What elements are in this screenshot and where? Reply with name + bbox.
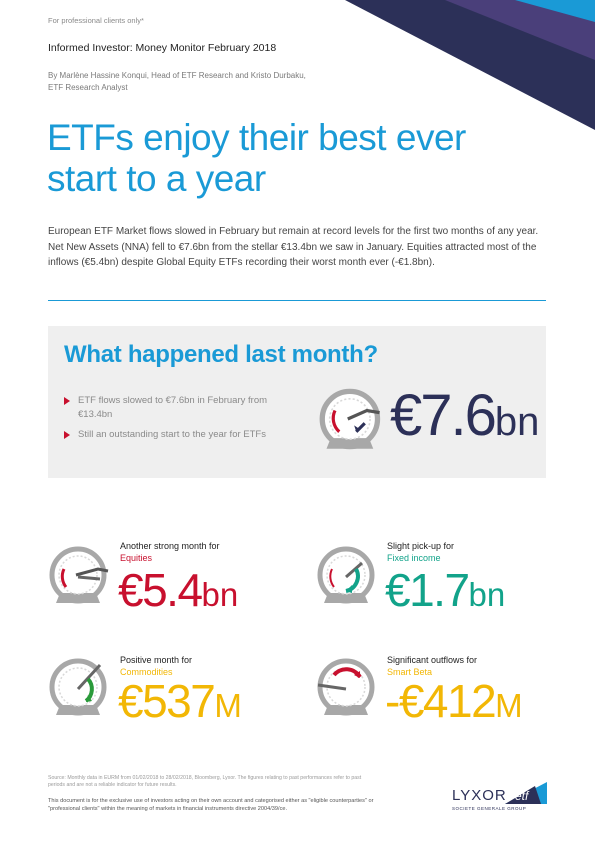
card-asset-name: Smart Beta xyxy=(387,667,433,677)
authors: By Marlène Hassine Konqui, Head of ETF R… xyxy=(48,70,368,93)
source-footnote: Source: Monthly data in EURM from 01/02/… xyxy=(48,775,362,788)
etf-logo-badge xyxy=(505,782,547,804)
fixed-income-label: Slight pick-up for Fixed income xyxy=(387,540,557,564)
card-value-number: €537 xyxy=(118,675,216,727)
card-value-unit: bn xyxy=(468,576,506,613)
smart-beta-label: Significant outflows for Smart Beta xyxy=(387,654,557,678)
card-asset-name: Fixed income xyxy=(387,553,441,563)
card-label-text: Another strong month for xyxy=(120,541,220,551)
bullet-text: ETF flows slowed to €7.6bn in February f… xyxy=(78,395,268,420)
bullet-arrow-icon xyxy=(64,397,70,405)
summary-panel xyxy=(48,326,546,478)
commodities-label: Positive month for Commodities xyxy=(120,654,290,678)
equities-label: Another strong month for Equities xyxy=(120,540,290,564)
commodities-gauge-icon xyxy=(49,658,107,716)
intro-paragraph: European ETF Market flows slowed in Febr… xyxy=(48,226,539,268)
fixed-income-value: €1.7bn xyxy=(385,565,505,620)
smart-beta-value: -€412M xyxy=(385,676,523,731)
equities-gauge-icon xyxy=(49,546,109,604)
total-value: €7.6 xyxy=(390,383,497,448)
card-asset-name: Equities xyxy=(120,553,153,563)
lyxor-logo-subtitle: SOCIETE GENERALE GROUP xyxy=(452,806,527,811)
authors-line-2: ETF Research Analyst xyxy=(48,82,128,92)
corner-decoration xyxy=(345,0,595,130)
summary-bullet: ETF flows slowed to €7.6bn in February f… xyxy=(64,394,294,422)
card-value-number: -€412 xyxy=(385,675,497,727)
card-value-number: €5.4 xyxy=(118,564,203,616)
legal-disclaimer: This document is for the exclusive use o… xyxy=(48,798,374,812)
card-value-unit: M xyxy=(495,687,523,724)
summary-title: What happened last month? xyxy=(64,341,378,368)
smart-beta-gauge-icon xyxy=(317,658,375,716)
total-unit: bn xyxy=(494,400,540,444)
card-value-unit: bn xyxy=(201,576,239,613)
authors-line-1: By Marlène Hassine Konqui, Head of ETF R… xyxy=(48,71,306,80)
card-label-text: Significant outflows for xyxy=(387,655,478,665)
commodities-value: €537M xyxy=(118,676,242,731)
bullet-arrow-icon xyxy=(64,431,70,439)
fixed-income-gauge-icon xyxy=(317,546,375,604)
card-value-number: €1.7 xyxy=(385,564,470,616)
bullet-text: Still an outstanding start to the year f… xyxy=(78,429,266,440)
equities-value: €5.4bn xyxy=(118,565,238,620)
etf-logo-text: etf xyxy=(515,789,529,803)
report-title: Informed Investor: Money Monitor Februar… xyxy=(48,42,277,54)
lyxor-logo-text: LYXOR xyxy=(452,787,507,804)
speedometer-icon xyxy=(319,388,381,450)
summary-bullets: ETF flows slowed to €7.6bn in February f… xyxy=(64,394,294,448)
total-flows-value: €7.6bn xyxy=(390,382,539,449)
divider xyxy=(48,300,546,301)
card-value-unit: M xyxy=(214,687,242,724)
summary-bullet: Still an outstanding start to the year f… xyxy=(64,428,294,442)
card-label-text: Slight pick-up for xyxy=(387,541,455,551)
card-label-text: Positive month for xyxy=(120,655,193,665)
card-asset-name: Commodities xyxy=(120,667,173,677)
headline: ETFs enjoy their best ever start to a ye… xyxy=(47,117,466,199)
professional-disclaimer: For professional clients only* xyxy=(48,16,144,25)
